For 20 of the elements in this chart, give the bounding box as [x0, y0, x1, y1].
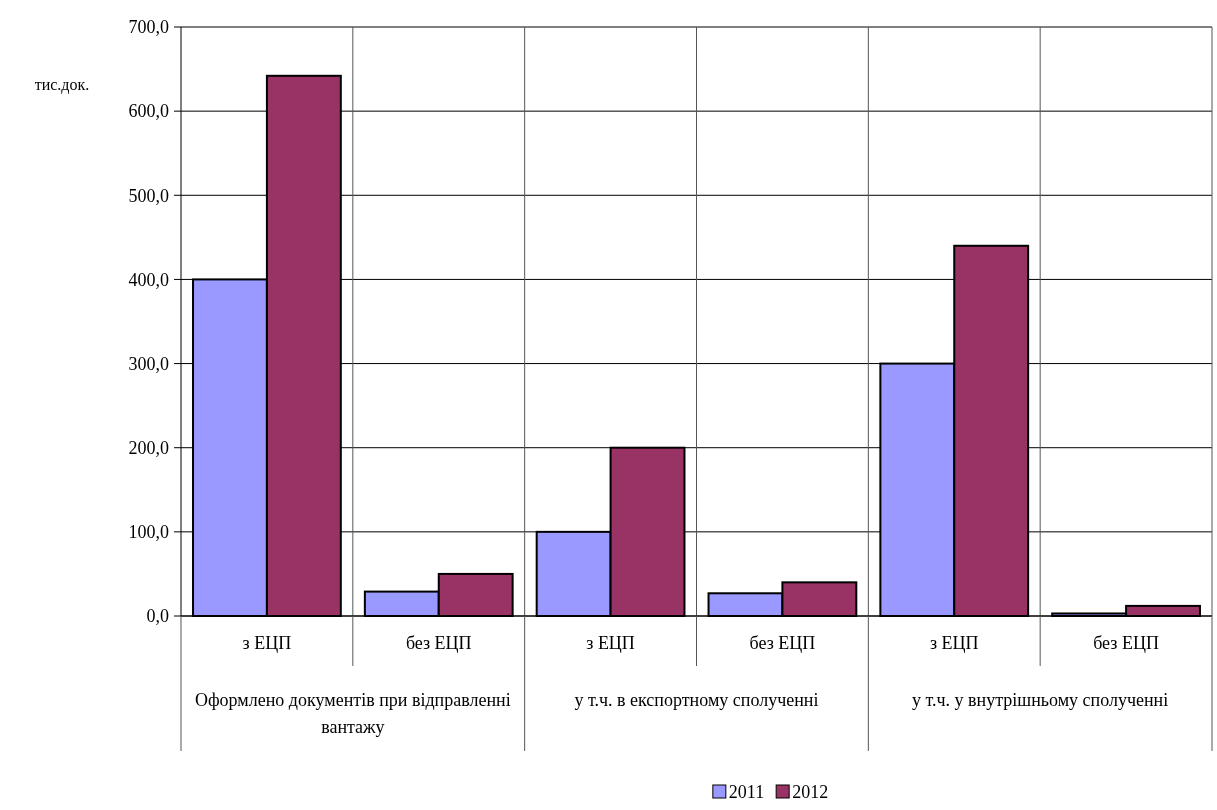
y-tick-label: 0,0 [146, 606, 169, 627]
text: у т.ч. в експортному сполученні [574, 690, 819, 710]
y-tick-label: 100,0 [128, 522, 169, 543]
y-tick-label: 700,0 [128, 17, 169, 38]
y-tick-label: 200,0 [128, 438, 169, 459]
x-tick-label: без ЕЦП [405, 633, 472, 653]
y-tick-label: 500,0 [128, 185, 169, 206]
x-tick-label: без ЕЦП [1093, 633, 1159, 653]
y-tick-label: 300,0 [128, 353, 169, 374]
y-axis-title: тис.док. [34, 76, 90, 94]
x-tick-label: з ЕЦП [242, 633, 292, 653]
text: Оформлено документів при відправленні вантажу [194, 690, 511, 737]
legend-label: 2012 [792, 782, 829, 802]
y-tick-label: 600,0 [128, 101, 169, 122]
text: у т.ч. у внутрішньому сполученні [912, 690, 1169, 710]
y-tick-label: 400,0 [128, 269, 169, 290]
x-tick-label: з ЕЦП [929, 633, 979, 653]
legend-label: 2011 [728, 782, 765, 802]
x-tick-label: без ЕЦП [749, 633, 816, 653]
x-tick-label: з ЕЦП [586, 633, 635, 653]
